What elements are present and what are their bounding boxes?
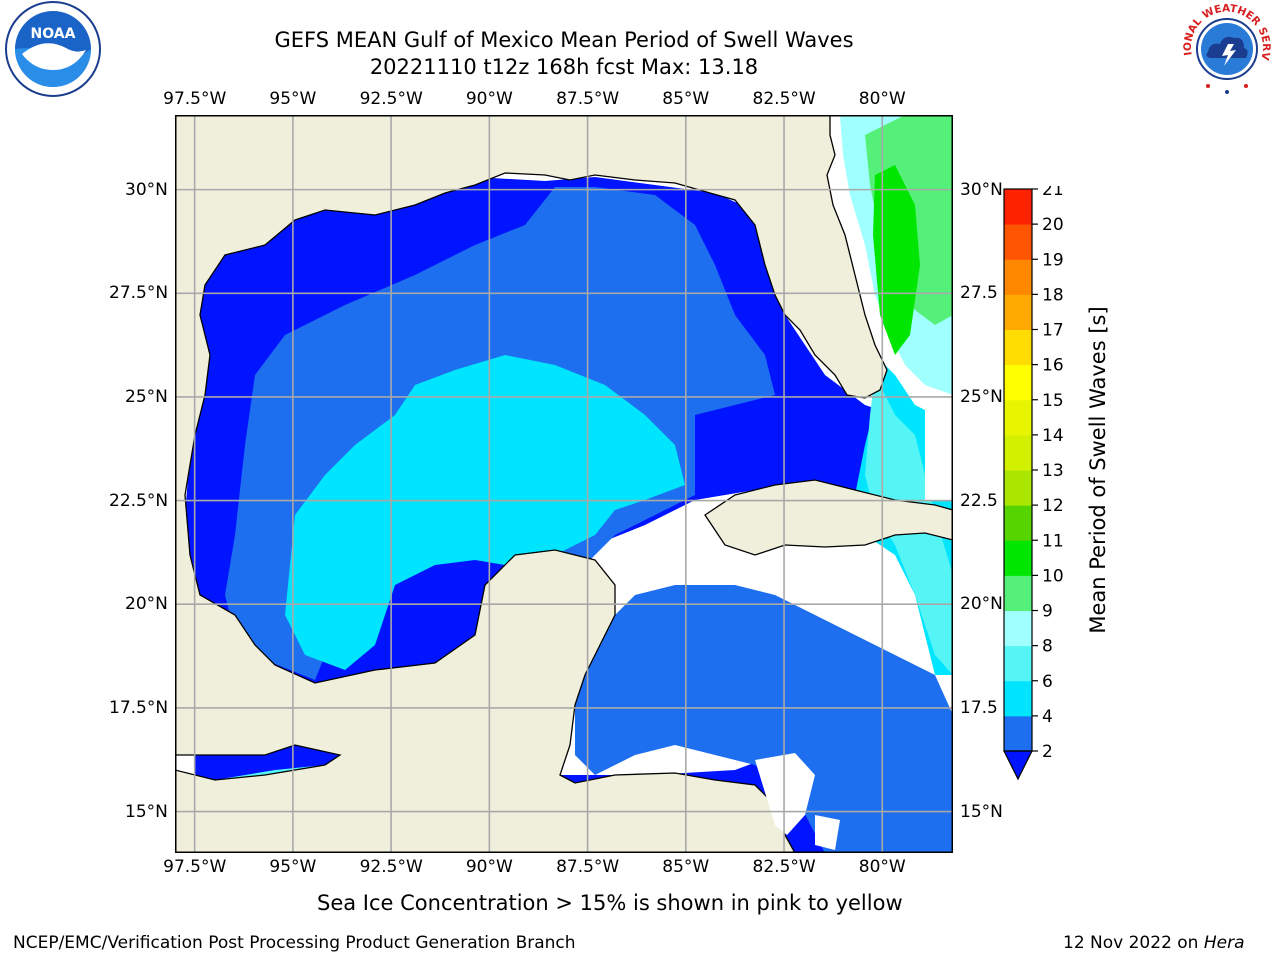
colorbar-ticks: 2 4 6 8 9 10 11 12 13 14 15 16 17 18 19 20 21 xyxy=(1032,186,1064,762)
colorbar-tick-label: 16 xyxy=(1042,356,1064,376)
footer-host: Hera xyxy=(1203,933,1245,953)
colorbar-band xyxy=(1004,715,1032,752)
lat-label-left: 20°N xyxy=(125,594,168,615)
lon-label-top: 90°W xyxy=(465,89,513,109)
colorbar-tick-label: 18 xyxy=(1042,285,1064,305)
colorbar-band xyxy=(1004,329,1032,366)
lon-label-top: 97.5°W xyxy=(163,89,227,109)
lat-label-right: 20°N xyxy=(960,594,1003,615)
lon-label-top: 80°W xyxy=(858,89,906,109)
colorbar-tick-label: 12 xyxy=(1042,496,1064,516)
nws-logo: NATIONAL WEATHER SERVICE xyxy=(1174,0,1276,98)
colorbar-tick-label: 15 xyxy=(1042,391,1064,411)
lat-label-left: 30°N xyxy=(125,179,168,200)
lon-label-top: 87.5°W xyxy=(556,89,620,109)
lon-label-bottom: 92.5°W xyxy=(359,857,423,877)
footer-date: 12 Nov 2022 on Hera xyxy=(1063,933,1245,953)
lat-label-left: 17.5°N xyxy=(109,697,169,718)
land-north-america xyxy=(175,115,888,853)
chart-title: GEFS MEAN Gulf of Mexico Mean Period of … xyxy=(274,28,854,52)
colorbar-tick-label: 10 xyxy=(1042,566,1064,586)
colorbar-band xyxy=(1004,540,1032,576)
graticule xyxy=(175,115,953,853)
lon-label-bottom: 87.5°W xyxy=(556,857,620,877)
lat-label-right: 15°N xyxy=(960,801,1003,822)
field-atlantic-green2 xyxy=(873,165,920,355)
colorbar-band xyxy=(1004,294,1032,330)
lon-label-top: 82.5°W xyxy=(752,89,816,109)
colorbar-band xyxy=(1004,575,1032,611)
colorbar-tick-label: 11 xyxy=(1042,531,1064,551)
colorbar-tick-label: 14 xyxy=(1042,426,1064,446)
colorbar-band xyxy=(1004,259,1032,295)
colorbar-tick-label: 8 xyxy=(1042,637,1053,657)
chart-subtitle: 20221110 t12z 168h fcst Max: 13.18 xyxy=(369,55,759,79)
land-cuba xyxy=(704,479,953,556)
lon-label-top: 95°W xyxy=(269,89,317,109)
lon-label-top: 85°W xyxy=(662,89,710,109)
lon-label-bottom: 82.5°W xyxy=(752,857,816,877)
colorbar-tick-label: 17 xyxy=(1042,321,1064,341)
colorbar-tick-label: 6 xyxy=(1042,672,1053,692)
colorbar-band xyxy=(1004,680,1032,717)
lon-label-bottom: 97.5°W xyxy=(163,857,227,877)
lon-label-bottom: 95°W xyxy=(269,857,317,877)
lat-label-right: 17.5 xyxy=(960,697,998,718)
colorbar-band xyxy=(1004,224,1032,260)
colorbar-band xyxy=(1004,364,1032,401)
colorbar-band xyxy=(1004,434,1032,471)
lat-label-right: 22.5 xyxy=(960,490,998,511)
footer-credit: NCEP/EMC/Verification Post Processing Pr… xyxy=(13,933,576,953)
colorbar-band xyxy=(1004,470,1032,506)
colorbar-tick-label: 19 xyxy=(1042,250,1064,270)
colorbar-band xyxy=(1004,645,1032,682)
colorbar-band xyxy=(1004,610,1032,647)
lon-label-bottom: 85°W xyxy=(662,857,710,877)
colorbar-tick-label: 2 xyxy=(1042,742,1053,762)
lon-label-bottom: 90°W xyxy=(465,857,513,877)
colorbar-band xyxy=(1004,399,1032,436)
colorbar-under-arrow xyxy=(1003,750,1033,781)
colorbar-tick-label: 4 xyxy=(1042,707,1053,727)
svg-text:NOAA: NOAA xyxy=(31,26,76,42)
lon-label-bottom: 80°W xyxy=(858,857,906,877)
colorbar: 2 4 6 8 9 10 11 12 13 14 15 16 17 18 19 20 21 xyxy=(1003,186,1064,781)
colorbar-tick-label: 21 xyxy=(1042,186,1064,200)
lat-label-left: 15°N xyxy=(125,801,168,822)
lon-label-top: 92.5°W xyxy=(359,89,423,109)
map-frame xyxy=(175,115,953,853)
gulf-map xyxy=(175,115,953,853)
colorbar-bands xyxy=(1003,188,1033,781)
colorbar-tick-label: 20 xyxy=(1042,215,1064,235)
colorbar-band xyxy=(1004,189,1032,225)
sea-ice-caption: Sea Ice Concentration > 15% is shown in … xyxy=(317,891,903,915)
field-level-2-south xyxy=(575,585,953,853)
lat-label-right: 27.5 xyxy=(960,283,998,304)
lat-label-left: 27.5°N xyxy=(109,283,169,304)
lat-label-right: 30°N xyxy=(960,179,1003,200)
noaa-logo: NOAA xyxy=(4,0,102,98)
colorbar-tick-label: 13 xyxy=(1042,461,1064,481)
colorbar-tick-label: 9 xyxy=(1042,602,1053,622)
lat-label-left: 25°N xyxy=(125,386,168,407)
footer-date-text: 12 Nov 2022 on xyxy=(1063,933,1204,953)
lat-label-right: 25°N xyxy=(960,386,1003,407)
field-level-4 xyxy=(285,355,685,670)
lat-label-left: 22.5°N xyxy=(109,490,169,511)
land-masses xyxy=(175,115,953,853)
missing-data-areas xyxy=(755,400,953,850)
colorbar-band xyxy=(1004,505,1032,541)
